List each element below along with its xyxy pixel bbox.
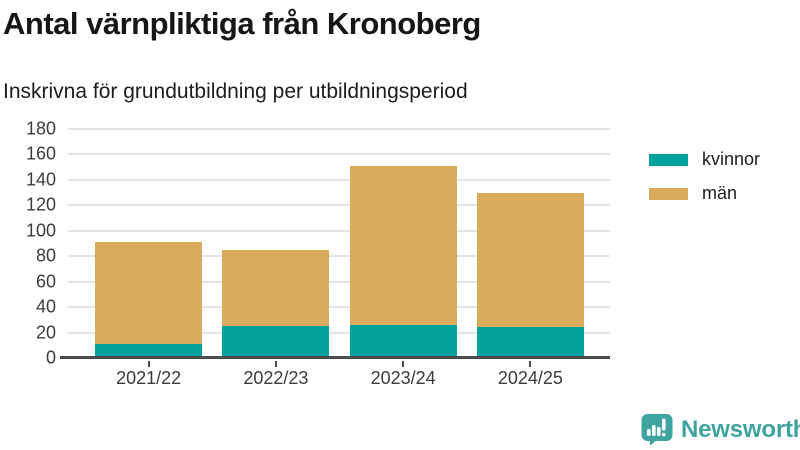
gridline: [68, 255, 610, 258]
x-tick-label: 2021/22: [116, 368, 182, 388]
bar-segment-kvinnor: [222, 326, 330, 358]
legend-swatch: [649, 187, 688, 200]
bar-segment-män: [95, 242, 203, 345]
bar-segment-män: [476, 192, 584, 328]
bar-stack-2023/24: [349, 165, 457, 358]
y-tick-label: 20: [35, 322, 56, 343]
bar-segment-kvinnor: [95, 344, 203, 358]
legend-label: kvinnor: [702, 149, 761, 169]
bar-segment-män: [349, 165, 457, 325]
y-tick-label: 180: [25, 118, 56, 139]
bar-stack-2024/25: [476, 192, 584, 358]
gridline: [68, 229, 610, 232]
y-tick-label: 120: [25, 194, 56, 215]
bar-stack-2021/22: [95, 242, 203, 358]
x-tick: [529, 361, 532, 367]
x-tick: [274, 361, 277, 367]
x-tick: [147, 361, 150, 367]
x-axis-line: [60, 356, 610, 359]
gridline: [68, 306, 610, 309]
newsworthy-logo-text: Newsworthy: [681, 415, 800, 443]
chart-title: Antal värnpliktiga från Kronoberg: [3, 6, 481, 41]
y-tick-label: 160: [25, 143, 56, 164]
bar-segment-män: [222, 249, 330, 327]
x-tick-label: 2023/24: [370, 368, 436, 388]
legend-label: män: [702, 183, 738, 203]
newsworthy-logo: Newsworthy: [640, 413, 800, 446]
x-tick-label: 2024/25: [497, 368, 563, 388]
bar-stack-2022/23: [222, 249, 330, 358]
plot-area: [60, 128, 610, 359]
legend: kvinnor män: [649, 149, 760, 217]
bar-segment-kvinnor: [476, 327, 584, 358]
chart-subtitle: Inskrivna för grundutbildning per utbild…: [3, 80, 468, 103]
x-tick: [402, 361, 405, 367]
bar-segment-kvinnor: [349, 324, 457, 358]
legend-item-män: män: [649, 183, 760, 204]
y-tick-label: 100: [25, 220, 56, 241]
y-tick-label: 80: [35, 245, 56, 266]
y-tick-label: 40: [35, 296, 56, 317]
y-tick-label: 140: [25, 169, 56, 190]
y-tick-label: 60: [35, 271, 56, 292]
gridline: [68, 204, 610, 207]
gridline: [68, 280, 610, 283]
y-tick-label: 0: [45, 347, 56, 368]
y-axis-labels: 0 20 40 60 80 100 120 140 160 180: [0, 119, 56, 368]
legend-swatch: [649, 153, 688, 166]
x-tick-label: 2022/23: [243, 368, 309, 388]
gridline: [68, 153, 610, 156]
gridline: [68, 331, 610, 334]
legend-item-kvinnor: kvinnor: [649, 149, 760, 170]
bar-chart-speech-bubble-icon: [641, 414, 673, 446]
gridline: [68, 178, 610, 181]
gridline: [68, 128, 610, 130]
